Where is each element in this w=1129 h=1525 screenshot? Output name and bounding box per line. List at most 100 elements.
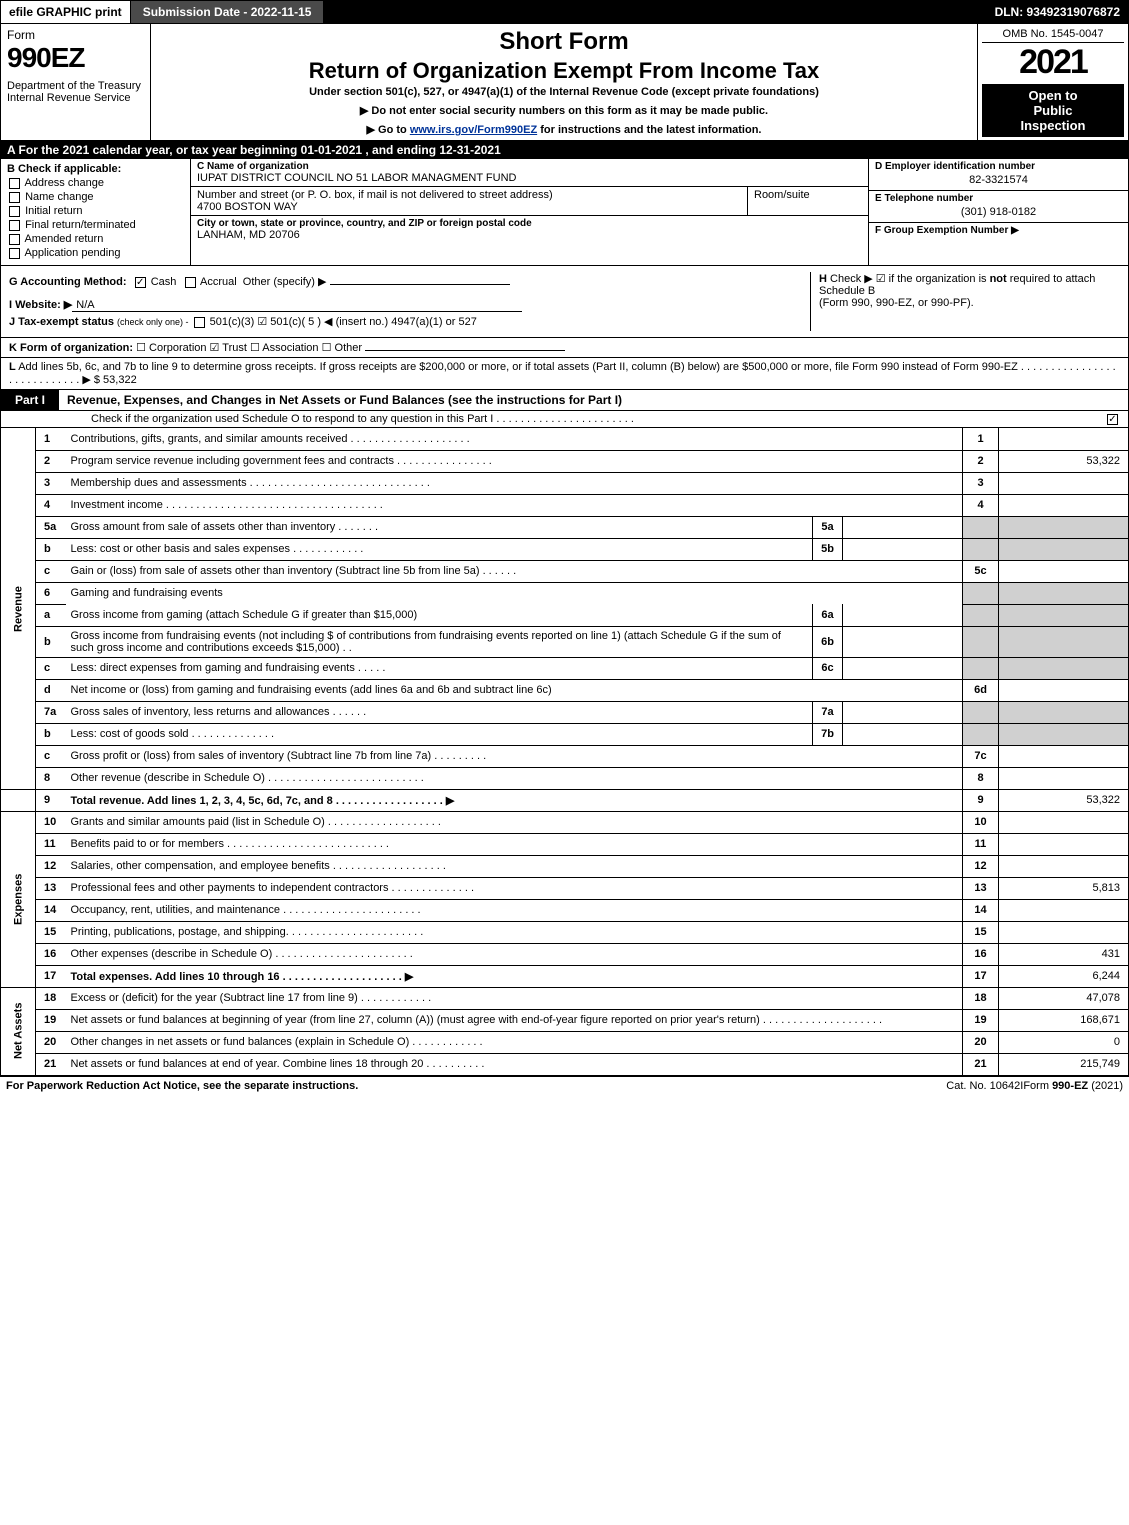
chk-amended-return[interactable]: Amended return xyxy=(7,233,184,245)
line-21-num: 21 xyxy=(36,1053,66,1075)
line-12-amt xyxy=(999,855,1129,877)
line-15-amt xyxy=(999,921,1129,943)
line-6b-amt xyxy=(999,626,1129,657)
chk-accrual[interactable] xyxy=(185,277,196,288)
street-value: 4700 BOSTON WAY xyxy=(197,201,741,213)
part-1-subline: Check if the organization used Schedule … xyxy=(0,411,1129,428)
line-20-amt: 0 xyxy=(999,1031,1129,1053)
line-11-num: 11 xyxy=(36,833,66,855)
line-6b-ref xyxy=(963,626,999,657)
line-7c-amt xyxy=(999,745,1129,767)
line-6c-amt xyxy=(999,657,1129,679)
form-meta-block: OMB No. 1545-0047 2021 Open to Public In… xyxy=(978,24,1128,140)
website-value: N/A xyxy=(72,299,522,312)
h-text-3: (Form 990, 990-EZ, or 990-PF). xyxy=(819,297,974,309)
cat-number: Cat. No. 10642I xyxy=(946,1080,1023,1092)
line-19-ref: 19 xyxy=(963,1009,999,1031)
line-7a-sub: 7a xyxy=(813,701,843,723)
line-17-amt: 6,244 xyxy=(999,965,1129,987)
line-8-ref: 8 xyxy=(963,767,999,789)
line-6c-subamt xyxy=(843,657,963,679)
line-19-num: 19 xyxy=(36,1009,66,1031)
line-5c-desc: Gain or (loss) from sale of assets other… xyxy=(66,560,963,582)
line-2-amt: 53,322 xyxy=(999,450,1129,472)
line-7b-ref xyxy=(963,723,999,745)
l-amount: 53,322 xyxy=(100,374,137,386)
line-5b-subamt xyxy=(843,538,963,560)
chk-address-change[interactable]: Address change xyxy=(7,177,184,189)
line-16-num: 16 xyxy=(36,943,66,965)
ein-label: D Employer identification number xyxy=(875,161,1122,172)
line-7b-num: b xyxy=(36,723,66,745)
line-11-ref: 11 xyxy=(963,833,999,855)
b-label: B xyxy=(7,163,15,175)
chk-name-change[interactable]: Name change xyxy=(7,191,184,203)
revenue-spacer xyxy=(1,789,36,811)
line-7c-desc: Gross profit or (loss) from sales of inv… xyxy=(66,745,963,767)
line-6c-sub: 6c xyxy=(813,657,843,679)
section-a-tax-year: A For the 2021 calendar year, or tax yea… xyxy=(0,141,1129,159)
line-20-ref: 20 xyxy=(963,1031,999,1053)
line-13-num: 13 xyxy=(36,877,66,899)
open-to-public: Open to Public Inspection xyxy=(982,84,1124,137)
line-5b-desc: Less: cost or other basis and sales expe… xyxy=(66,538,813,560)
line-6a-desc: Gross income from gaming (attach Schedul… xyxy=(66,604,813,626)
line-4-amt xyxy=(999,494,1129,516)
section-l-gross-receipts: L Add lines 5b, 6c, and 7b to line 9 to … xyxy=(0,358,1129,390)
line-9-amt: 53,322 xyxy=(999,789,1129,811)
phone-value: (301) 918-0182 xyxy=(875,204,1122,220)
chk-application-pending[interactable]: Application pending xyxy=(7,247,184,259)
line-6b-desc: Gross income from fundraising events (no… xyxy=(66,626,813,657)
line-1-num: 1 xyxy=(36,428,66,450)
netassets-rotate-label: Net Assets xyxy=(1,987,36,1075)
l-text: Add lines 5b, 6c, and 7b to line 9 to de… xyxy=(9,361,1116,386)
line-7b-sub: 7b xyxy=(813,723,843,745)
page-footer: For Paperwork Reduction Act Notice, see … xyxy=(0,1076,1129,1095)
line-5a-ref xyxy=(963,516,999,538)
expenses-rotate-label: Expenses xyxy=(1,811,36,987)
k-options: ☐ Corporation ☑ Trust ☐ Association ☐ Ot… xyxy=(136,342,362,354)
line-16-amt: 431 xyxy=(999,943,1129,965)
line-17-ref: 17 xyxy=(963,965,999,987)
efile-print-label[interactable]: efile GRAPHIC print xyxy=(1,1,131,23)
line-1-desc: Contributions, gifts, grants, and simila… xyxy=(66,428,963,450)
line-13-ref: 13 xyxy=(963,877,999,899)
line-7b-subamt xyxy=(843,723,963,745)
paperwork-notice: For Paperwork Reduction Act Notice, see … xyxy=(6,1080,946,1092)
section-k-form-of-org: K Form of organization: ☐ Corporation ☑ … xyxy=(0,338,1129,358)
instruction-link: ▶ Go to www.irs.gov/Form990EZ for instru… xyxy=(157,123,971,136)
line-3-ref: 3 xyxy=(963,472,999,494)
line-5a-desc: Gross amount from sale of assets other t… xyxy=(66,516,813,538)
group-exemption-value xyxy=(875,236,1122,240)
short-form-label: Short Form xyxy=(157,28,971,56)
line-12-ref: 12 xyxy=(963,855,999,877)
part-1-title: Revenue, Expenses, and Changes in Net As… xyxy=(59,390,1128,410)
line-5a-sub: 5a xyxy=(813,516,843,538)
accounting-method: G Accounting Method: Cash Accrual Other … xyxy=(9,275,810,288)
i-label: I Website: ▶ xyxy=(9,299,72,311)
department-name: Department of the Treasury Internal Reve… xyxy=(7,80,144,104)
line-19-amt: 168,671 xyxy=(999,1009,1129,1031)
irs-link[interactable]: www.irs.gov/Form990EZ xyxy=(410,124,537,136)
line-8-desc: Other revenue (describe in Schedule O) .… xyxy=(66,767,963,789)
line-6d-desc: Net income or (loss) from gaming and fun… xyxy=(66,679,963,701)
chk-schedule-o[interactable] xyxy=(1107,414,1118,425)
line-1-amt xyxy=(999,428,1129,450)
revenue-rotate-label: Revenue xyxy=(1,428,36,789)
line-7a-num: 7a xyxy=(36,701,66,723)
other-specify-line[interactable] xyxy=(330,284,510,285)
k-other-line[interactable] xyxy=(365,350,565,351)
j-options: 501(c)(3) ☑ 501(c)( 5 ) ◀ (insert no.) 4… xyxy=(210,316,477,328)
city-label: City or town, state or province, country… xyxy=(197,218,862,229)
chk-initial-return[interactable]: Initial return xyxy=(7,205,184,217)
line-6a-sub: 6a xyxy=(813,604,843,626)
line-6-desc: Gaming and fundraising events xyxy=(66,582,963,604)
line-6c-desc: Less: direct expenses from gaming and fu… xyxy=(66,657,813,679)
line-6d-ref: 6d xyxy=(963,679,999,701)
chk-cash[interactable] xyxy=(135,277,146,288)
open-line-2: Public xyxy=(1033,103,1072,118)
chk-501c3[interactable] xyxy=(194,317,205,328)
line-6-amt xyxy=(999,582,1129,604)
line-20-desc: Other changes in net assets or fund bala… xyxy=(66,1031,963,1053)
chk-final-return[interactable]: Final return/terminated xyxy=(7,219,184,231)
